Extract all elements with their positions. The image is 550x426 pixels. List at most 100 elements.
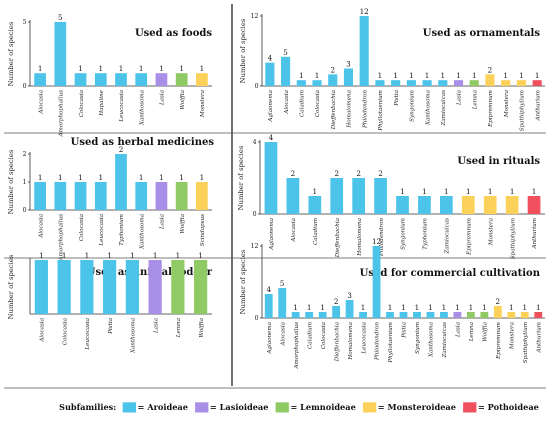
x-tick-label: Philodendron [362,90,368,129]
data-label: 4 [269,133,274,142]
x-tick-label: Wolffia [180,214,186,234]
bar-spathiphyllum [516,80,526,86]
bar-lemna [466,312,475,318]
legend-label-pothoideae: = Pothoideae [478,402,539,412]
x-tick-label: Alocasia [40,318,46,343]
bar-epipremnum [485,74,495,86]
data-label: 2 [291,169,296,178]
data-label: 1 [444,187,449,196]
x-tick-label: Amorphophallus [59,214,65,262]
bar-alocasia [278,288,287,318]
x-tick-label: Amorphophallus [59,90,65,138]
x-tick-label: Lasia [456,322,462,338]
x-tick-label: Typhonium [119,214,125,246]
x-tick-label: Dieffenbachia [334,322,340,362]
data-label: 1 [78,173,83,182]
x-tick-label: Pistia [108,318,114,335]
data-label: 3 [346,60,351,69]
y-tick-label: 4 [253,139,257,146]
legend: Subfamilies: = Aroideae = Lasioideae = Lemn… [59,402,539,413]
data-label: 1 [153,251,158,260]
bar-pistia [103,260,117,314]
x-tick-label: Spathiphyllum [510,218,516,259]
bar-amorphophallus [291,312,300,318]
bar-wolffia [175,182,188,210]
legend-label-lasioideae: = Lasioideae [210,402,269,412]
bar-lemna [171,260,185,314]
x-tick-label: Alocasia [291,218,297,243]
x-tick-label: Epipremnum [488,90,494,128]
y-tick-label: 12 [251,243,259,250]
data-label: 1 [401,303,406,312]
data-label: 1 [198,251,203,260]
data-label: 1 [415,303,420,312]
bar-typhonium [115,154,127,210]
y-axis-label: Number of species [239,18,247,83]
x-tick-label: Leucocasia [361,322,367,355]
bar-alocasia [34,260,48,314]
bar-alocasia [34,182,46,210]
x-tick-label: Zamioculcas [445,218,451,255]
bar-homalomena [352,178,366,214]
y-tick-label: 0 [253,211,257,218]
x-tick-label: Leucocasia [99,214,105,247]
x-tick-label: Philodendron [379,218,385,257]
bar-caladium [305,312,314,318]
x-tick-label: Colocasia [321,322,327,349]
data-label: 1 [39,251,44,260]
x-tick-label: Xanthosoma [139,214,145,250]
y-tick-label: 0 [255,83,259,90]
data-label: 1 [378,71,383,80]
bar-colocasia [312,80,322,86]
y-axis-label: Number of species [7,21,15,86]
bar-colocasia [74,182,87,210]
y-tick-label: 0 [255,315,259,322]
chart-title: Used as foods [135,28,212,39]
x-tick-label: Colocasia [315,90,321,117]
data-label: 3 [347,291,352,300]
bar-caladium [296,80,306,86]
x-tick-label: Pistia [394,90,400,107]
chart-title: Used in rituals [457,156,540,167]
data-label: 1 [472,71,477,80]
data-label: 2 [378,169,383,178]
x-tick-label: Pistia [402,322,408,339]
x-tick-label: Colocasia [62,318,68,345]
data-label: 12 [360,7,369,16]
bar-wolffia [194,260,208,314]
bar-wolffia [480,312,489,318]
data-label: 12 [372,237,381,246]
y-axis-label: Number of species [7,149,15,214]
data-label: 1 [200,173,205,182]
data-label: 1 [62,251,67,260]
bar-leucocasia [80,260,94,314]
bar-anthurium [532,80,542,86]
data-label: 1 [299,71,304,80]
data-label: 1 [469,303,474,312]
x-tick-label: Xanthosoma [131,318,137,354]
data-label: 1 [98,64,103,73]
bar-pistia [399,312,408,318]
bar-anthurium [534,312,543,318]
legend-swatch-aroideae [122,402,136,413]
bar-monstera [501,80,511,86]
x-tick-label: Anthurium [532,218,538,249]
bar-leucocasia [359,312,367,318]
x-tick-label: Lasia [160,214,166,230]
bar-aglaonema [264,294,273,318]
x-tick-label: Colocasia [79,90,85,117]
bar-xanthosoma [135,182,148,210]
bar-leucocasia [94,182,107,210]
legend-swatch-lemnoideae [275,402,289,413]
data-label: 1 [510,187,515,196]
chart-title: Used as ornamentals [423,28,541,39]
data-label: 1 [313,187,318,196]
data-label: 1 [119,64,124,73]
bar-lasia [155,182,168,210]
data-label: 1 [315,71,320,80]
x-tick-label: Zamioculcas [442,322,448,359]
bar-alocasia [34,73,46,86]
y-axis-label: Number of species [239,249,247,314]
